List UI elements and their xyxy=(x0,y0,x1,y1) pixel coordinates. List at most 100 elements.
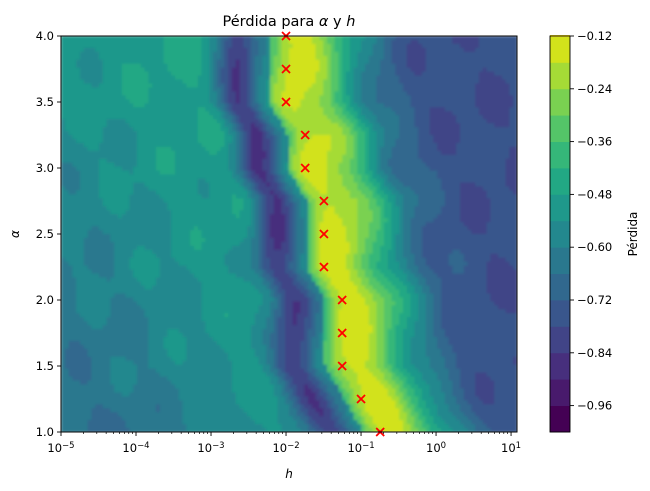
contour-cell xyxy=(201,166,206,172)
contour-cell xyxy=(224,47,229,53)
contour-cell xyxy=(391,107,396,112)
contour-cell xyxy=(505,51,510,57)
contour-cell xyxy=(129,107,134,112)
contour-cell xyxy=(471,91,476,96)
contour-cell xyxy=(357,43,362,49)
contour-cell xyxy=(418,43,423,49)
contour-cell xyxy=(182,178,187,184)
contour-cell xyxy=(285,95,290,100)
contour-cell xyxy=(448,194,453,199)
contour-cell xyxy=(270,71,275,77)
contour-cell xyxy=(509,119,514,124)
contour-cell xyxy=(467,99,472,104)
contour-cell xyxy=(471,127,476,132)
contour-cell xyxy=(156,39,161,45)
contour-cell xyxy=(224,174,229,180)
contour-cell xyxy=(175,190,180,195)
contour-cell xyxy=(178,174,184,180)
contour-cell xyxy=(281,67,286,73)
contour-cell xyxy=(513,47,517,53)
contour-cell xyxy=(410,43,415,49)
contour-cell xyxy=(163,194,168,199)
contour-cell xyxy=(121,91,127,96)
contour-cell xyxy=(475,127,480,132)
contour-cell xyxy=(308,67,313,73)
contour-cell xyxy=(224,63,229,69)
contour-cell xyxy=(148,83,153,89)
contour-cell xyxy=(156,103,161,108)
contour-cell xyxy=(361,182,366,188)
contour-cell xyxy=(368,95,374,100)
contour-cell xyxy=(387,103,393,108)
contour-cell xyxy=(72,194,77,199)
contour-cell xyxy=(262,83,267,89)
contour-cell xyxy=(501,162,507,168)
contour-cell xyxy=(372,123,377,128)
contour-cell xyxy=(262,162,267,168)
contour-cell xyxy=(178,127,184,132)
contour-cell xyxy=(110,166,115,172)
contour-cell xyxy=(159,75,165,81)
contour-cell xyxy=(482,87,488,93)
contour-cell xyxy=(410,59,415,65)
contour-cell xyxy=(501,111,507,116)
contour-cell xyxy=(235,170,241,176)
contour-cell xyxy=(441,59,446,65)
contour-cell xyxy=(220,123,225,128)
contour-cell xyxy=(277,182,282,188)
contour-cell xyxy=(292,99,298,104)
contour-cell xyxy=(342,39,347,45)
contour-cell xyxy=(140,95,146,100)
contour-cell xyxy=(129,47,134,53)
contour-cell xyxy=(270,107,275,112)
contour-cell xyxy=(99,123,104,128)
contour-cell xyxy=(167,59,172,65)
contour-cell xyxy=(425,123,431,128)
contour-cell xyxy=(197,178,203,184)
contour-cell xyxy=(171,87,176,93)
contour-cell xyxy=(482,162,488,168)
contour-cell xyxy=(125,194,130,199)
contour-cell xyxy=(418,36,423,41)
contour-cell xyxy=(501,99,507,104)
contour-cell xyxy=(296,162,301,168)
contour-cell xyxy=(121,166,127,172)
contour-cell xyxy=(167,71,172,77)
contour-cell xyxy=(220,103,225,108)
contour-cell xyxy=(425,142,431,148)
contour-cell xyxy=(159,135,165,140)
contour-cell xyxy=(463,123,469,128)
contour-cell xyxy=(471,55,476,61)
contour-cell xyxy=(384,103,389,108)
contour-cell xyxy=(403,107,408,112)
contour-cell xyxy=(490,166,495,172)
contour-cell xyxy=(308,75,313,81)
contour-cell xyxy=(433,36,438,41)
contour-cell xyxy=(95,111,100,116)
contour-cell xyxy=(209,103,214,108)
contour-cell xyxy=(361,150,366,156)
contour-cell xyxy=(251,51,256,57)
contour-cell xyxy=(91,107,96,112)
contour-cell xyxy=(456,87,461,93)
contour-cell xyxy=(300,39,305,45)
contour-cell xyxy=(327,51,332,57)
contour-cell xyxy=(429,162,434,168)
contour-cell xyxy=(494,79,499,85)
contour-cell xyxy=(224,182,229,188)
contour-cell xyxy=(475,39,480,45)
contour-cell xyxy=(125,107,130,112)
contour-cell xyxy=(437,186,442,192)
contour-cell xyxy=(308,158,313,164)
contour-cell xyxy=(342,194,347,199)
contour-cell xyxy=(194,47,199,53)
contour-cell xyxy=(342,67,347,73)
contour-cell xyxy=(213,47,218,53)
contour-cell xyxy=(61,99,66,104)
contour-cell xyxy=(148,107,153,112)
contour-cell xyxy=(399,79,404,85)
contour-cell xyxy=(197,99,203,104)
contour-cell xyxy=(308,162,313,168)
contour-cell xyxy=(391,194,396,199)
contour-cell xyxy=(216,194,222,199)
